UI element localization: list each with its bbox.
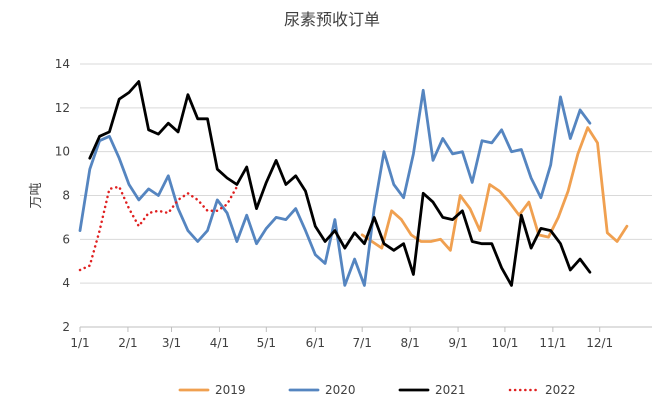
legend: 2019 2020 2021 2022 bbox=[178, 383, 576, 397]
y-tick-label: 8 bbox=[62, 189, 70, 203]
y-tick-label: 10 bbox=[55, 145, 70, 159]
legend-label-2020: 2020 bbox=[325, 383, 356, 397]
chart-title: 尿素预收订单 bbox=[284, 10, 380, 29]
y-tick-label: 12 bbox=[55, 101, 70, 115]
legend-label-2022: 2022 bbox=[545, 383, 576, 397]
y-tick-label: 2 bbox=[62, 320, 70, 334]
x-tick-label: 1/1 bbox=[70, 336, 89, 350]
x-tick-label: 3/1 bbox=[162, 336, 181, 350]
y-axis-label: 万吨 bbox=[29, 182, 44, 208]
y-tick-label: 6 bbox=[62, 232, 70, 246]
series-lines bbox=[78, 80, 629, 287]
x-tick-label: 8/1 bbox=[400, 336, 419, 350]
series-line-2019 bbox=[360, 126, 629, 252]
series-line-2020 bbox=[78, 88, 592, 287]
x-tick-label: 11/1 bbox=[539, 336, 566, 350]
x-tick-label: 10/1 bbox=[491, 336, 518, 350]
series-line-2021 bbox=[88, 80, 592, 287]
series-line-2022 bbox=[78, 185, 239, 272]
x-tick-label: 5/1 bbox=[257, 336, 276, 350]
legend-label-2021: 2021 bbox=[435, 383, 466, 397]
y-tick-label: 14 bbox=[55, 57, 70, 71]
x-tick-label: 7/1 bbox=[353, 336, 372, 350]
legend-label-2019: 2019 bbox=[215, 383, 246, 397]
y-tick-label: 4 bbox=[62, 276, 70, 290]
x-tick-label: 12/1 bbox=[586, 336, 613, 350]
x-tick-label: 9/1 bbox=[448, 336, 467, 350]
x-tick-label: 2/1 bbox=[118, 336, 137, 350]
y-axis-ticks: 2 4 6 8 10 12 14 bbox=[55, 57, 70, 334]
x-tick-label: 6/1 bbox=[306, 336, 325, 350]
x-tick-label: 4/1 bbox=[210, 336, 229, 350]
x-axis-ticks: 1/1 2/1 3/1 4/1 5/1 6/1 7/1 8/1 9/1 10/1 11/1 12/1 bbox=[70, 327, 613, 350]
